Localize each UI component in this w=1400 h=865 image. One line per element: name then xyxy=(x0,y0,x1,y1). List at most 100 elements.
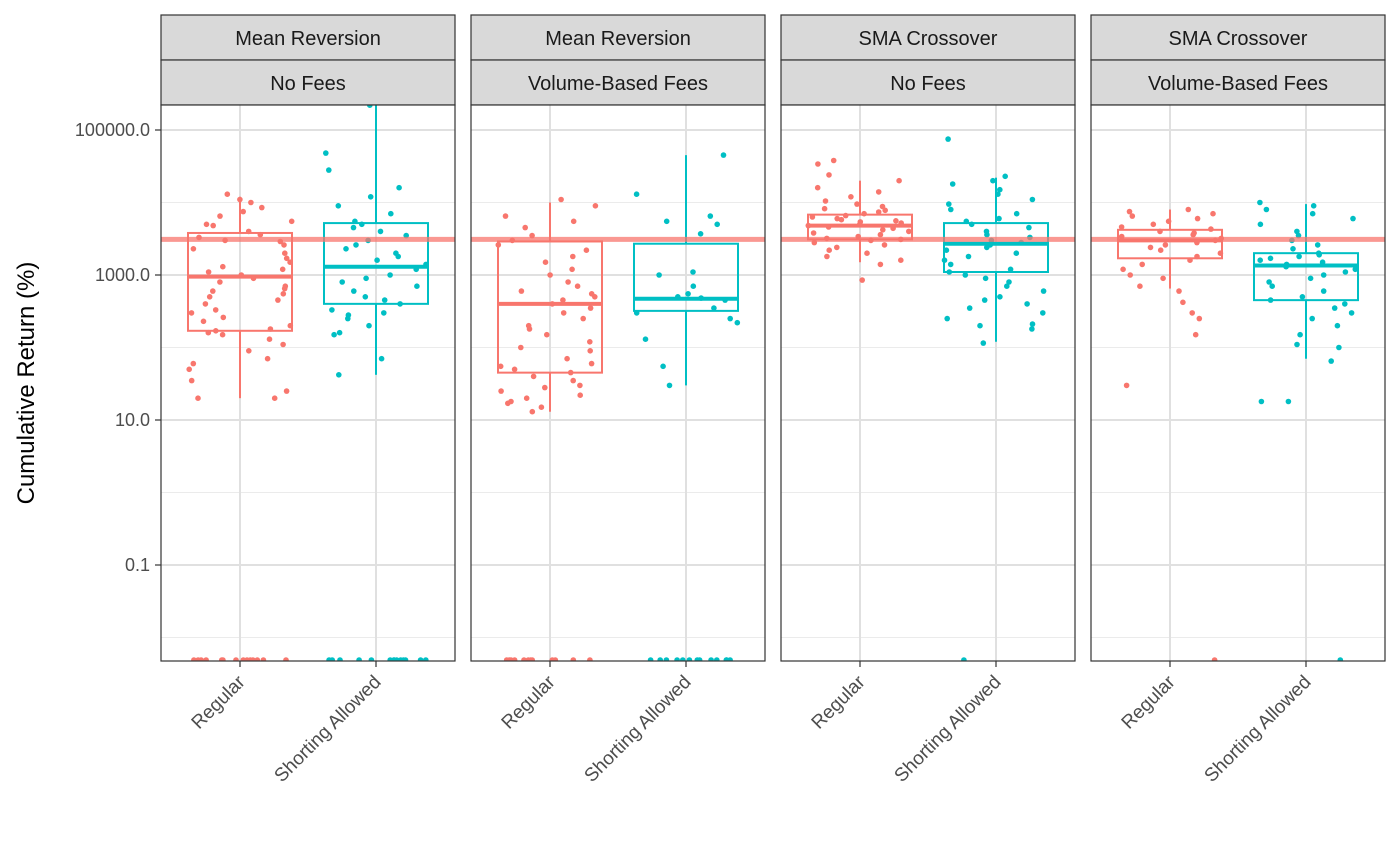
box-iqr xyxy=(1117,228,1223,260)
data-point xyxy=(1307,275,1314,282)
data-point xyxy=(1257,199,1263,206)
data-point xyxy=(1162,242,1169,248)
data-point xyxy=(345,312,352,318)
data-point xyxy=(1269,283,1275,290)
data-point xyxy=(381,297,388,303)
data-point xyxy=(417,657,424,661)
data-point xyxy=(570,657,577,661)
data-point xyxy=(1191,230,1197,236)
data-point xyxy=(279,266,286,273)
data-point xyxy=(825,224,832,230)
data-point xyxy=(560,310,567,316)
data-point xyxy=(698,295,704,301)
data-point xyxy=(697,231,704,237)
data-point xyxy=(542,384,548,391)
data-point xyxy=(287,259,293,266)
data-point xyxy=(329,307,335,313)
data-point xyxy=(336,372,342,378)
data-point xyxy=(400,657,407,661)
data-point xyxy=(587,657,593,661)
data-point xyxy=(549,657,556,661)
data-point xyxy=(250,657,256,661)
strip-fees-box xyxy=(1090,59,1386,106)
data-point xyxy=(240,208,246,215)
data-point xyxy=(237,196,243,203)
data-point xyxy=(966,305,973,311)
data-point xyxy=(283,657,289,661)
strip-strategy-label: SMA Crossover xyxy=(1169,28,1308,50)
data-point xyxy=(1267,297,1274,303)
data-point xyxy=(663,218,670,225)
data-point xyxy=(1157,247,1164,253)
data-point xyxy=(542,259,549,266)
data-point xyxy=(946,269,953,275)
data-point xyxy=(1026,224,1032,231)
data-point xyxy=(945,136,951,142)
data-point xyxy=(1013,250,1020,256)
strip-fees-box xyxy=(160,59,456,106)
data-point xyxy=(822,198,829,204)
y-tick-label: 100000.0 xyxy=(75,120,150,140)
data-point xyxy=(202,301,209,307)
data-point xyxy=(1150,221,1157,228)
data-point xyxy=(337,657,343,661)
data-point xyxy=(880,227,886,233)
data-point xyxy=(195,657,201,661)
data-point xyxy=(326,167,332,173)
data-point xyxy=(363,275,369,282)
data-point xyxy=(722,297,728,303)
data-point xyxy=(1004,283,1010,290)
data-point xyxy=(875,189,882,195)
data-point xyxy=(326,657,332,661)
data-point xyxy=(981,297,988,303)
data-point xyxy=(413,266,420,273)
data-point xyxy=(1029,196,1036,203)
data-point xyxy=(352,218,358,225)
data-point xyxy=(898,220,904,226)
data-point xyxy=(1210,210,1216,217)
data-point xyxy=(1294,228,1300,235)
data-point xyxy=(244,657,250,661)
data-point xyxy=(877,231,884,238)
data-point xyxy=(1331,305,1338,311)
data-point xyxy=(1002,173,1008,180)
data-point xyxy=(1283,261,1290,268)
data-point xyxy=(359,221,365,228)
data-point xyxy=(657,657,663,661)
panel-border xyxy=(160,104,456,662)
data-point xyxy=(875,209,882,215)
data-point xyxy=(368,657,375,661)
data-point xyxy=(190,360,197,367)
data-point xyxy=(946,201,952,207)
x-tick-label: Regular xyxy=(1118,671,1180,733)
data-point xyxy=(881,242,888,248)
panel-border xyxy=(1090,104,1386,662)
data-point xyxy=(264,355,271,362)
data-point xyxy=(1336,344,1342,351)
strip-strategy-label: Mean Reversion xyxy=(235,28,381,50)
data-point xyxy=(396,184,402,191)
data-point xyxy=(544,331,550,338)
strip-strategy-box xyxy=(470,14,766,61)
data-point xyxy=(987,242,993,248)
data-point xyxy=(217,279,223,285)
data-point xyxy=(727,657,733,661)
data-point xyxy=(647,657,654,661)
data-point xyxy=(521,657,527,661)
data-point xyxy=(834,244,840,251)
data-point xyxy=(351,288,357,294)
data-point xyxy=(250,275,257,282)
data-point xyxy=(210,288,216,294)
data-point xyxy=(1320,288,1327,294)
data-point xyxy=(1309,315,1315,322)
data-point xyxy=(686,657,693,661)
data-point xyxy=(210,222,216,229)
data-point xyxy=(525,322,532,329)
box-iqr xyxy=(187,231,293,332)
data-point xyxy=(1029,326,1035,332)
data-point xyxy=(949,181,956,187)
panel-1: Mean Reversion No Fees Regular Shorting All… xyxy=(160,14,456,787)
data-point xyxy=(378,355,385,362)
data-point xyxy=(826,247,832,253)
data-point xyxy=(642,336,649,343)
